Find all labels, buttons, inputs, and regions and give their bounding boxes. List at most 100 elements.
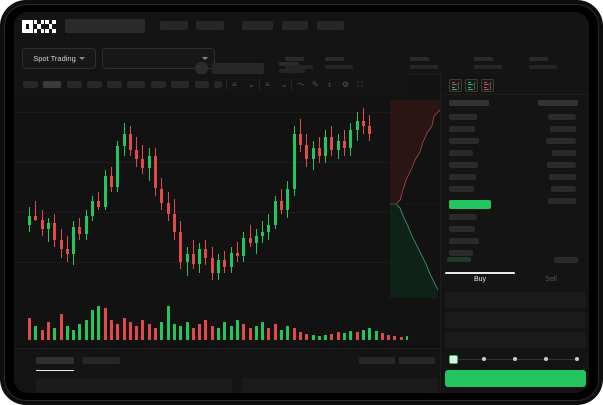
orderbook-bid-row[interactable]: [548, 198, 576, 204]
slider-stop-50[interactable]: [513, 356, 517, 361]
orderbook-ask-row[interactable]: [449, 126, 475, 132]
line-style-icon[interactable]: 〜: [297, 80, 305, 89]
timeframe-5[interactable]: [107, 81, 122, 88]
orderbook-ask-row[interactable]: [449, 174, 476, 180]
slider-stop-100[interactable]: [575, 356, 579, 361]
orderbook-bid-row[interactable]: [551, 186, 576, 192]
candle-body: [280, 201, 283, 211]
timeframe-3[interactable]: [67, 81, 82, 88]
nav-item-1[interactable]: [160, 21, 188, 30]
orderbook-bid-row[interactable]: [449, 214, 477, 220]
orderbook-view-asks-icon[interactable]: [481, 79, 494, 92]
price-input[interactable]: [445, 292, 586, 308]
candle-body: [349, 129, 353, 149]
trading-pair-selector[interactable]: [102, 48, 215, 69]
chevron-down-icon-2[interactable]: ⌄: [281, 80, 288, 89]
nav-item-5[interactable]: [317, 21, 344, 30]
orderbook-bid-row[interactable]: [548, 114, 576, 120]
candle-body: [78, 226, 82, 235]
orderbook-bid-row[interactable]: [449, 226, 475, 232]
orderbook-ask-row[interactable]: [449, 186, 474, 192]
orders-tab-history[interactable]: [82, 357, 120, 364]
total-input[interactable]: [445, 332, 586, 348]
amount-percent-slider[interactable]: [449, 355, 582, 364]
orderbook-bid-row[interactable]: [552, 150, 576, 156]
orderbook-bid-row[interactable]: [550, 126, 576, 132]
volume-bar: [97, 306, 101, 340]
gear-icon[interactable]: ⚙: [342, 80, 350, 89]
candle-wick: [35, 201, 37, 222]
timeframe-1[interactable]: [23, 81, 38, 88]
candle-body: [261, 232, 265, 237]
stat-24h-turnover: [529, 57, 557, 69]
timeframe-9[interactable]: [195, 81, 209, 88]
orderbook-bid-row[interactable]: [546, 138, 576, 144]
orderbook-bid-row[interactable]: [547, 162, 576, 168]
pencil-icon[interactable]: ✎: [312, 80, 319, 89]
tab-sell[interactable]: Sell: [545, 276, 557, 283]
timeframe-6[interactable]: [127, 81, 145, 88]
slider-handle[interactable]: [449, 355, 458, 364]
trading-mode-selector[interactable]: Spot Trading: [22, 48, 96, 69]
orderbook-bid-row[interactable]: [549, 174, 576, 180]
indicators-label-icon[interactable]: ≡: [232, 80, 237, 89]
orderbook-ask-row[interactable]: [449, 114, 477, 120]
orders-action-1[interactable]: [359, 357, 395, 364]
candle-body: [97, 201, 101, 207]
form-settings-skeleton[interactable]: [554, 257, 578, 263]
volume-bar: [267, 328, 271, 340]
orderbook-ask-row[interactable]: [449, 162, 478, 168]
okx-logo-k: [33, 20, 45, 33]
volume-bar: [336, 332, 340, 340]
orderbook-bid-row[interactable]: [449, 250, 473, 256]
submit-order-button[interactable]: [445, 370, 586, 387]
volume-bar: [261, 322, 265, 340]
volume-bar: [78, 324, 82, 340]
candle-body: [223, 259, 227, 268]
candle-wick: [192, 239, 194, 269]
volume-bar: [235, 320, 239, 340]
candlestick-chart[interactable]: [14, 94, 408, 294]
orderbook-ask-row[interactable]: [449, 150, 473, 156]
candle-wick: [249, 225, 251, 248]
orders-action-2[interactable]: [399, 357, 435, 364]
candle-body: [40, 219, 44, 229]
orderbook-view-both-icon[interactable]: [449, 79, 462, 92]
order-form: Buy Sell: [441, 254, 589, 393]
orderbook-ask-row[interactable]: [449, 138, 479, 144]
candle-body: [292, 133, 296, 189]
volume-bar: [248, 328, 252, 340]
okx-logo[interactable]: [22, 20, 56, 33]
nav-item-4[interactable]: [282, 21, 308, 30]
search-input[interactable]: [65, 19, 145, 33]
timeframe-10[interactable]: [214, 81, 222, 88]
candle-wick: [66, 236, 68, 262]
slider-stop-25[interactable]: [482, 356, 486, 361]
amount-input[interactable]: [445, 312, 586, 328]
nav-item-2[interactable]: [196, 21, 224, 30]
chevron-down-icon: [202, 57, 208, 60]
timeframe-4[interactable]: [87, 81, 102, 88]
pair-name-skeleton: [212, 63, 264, 74]
timeframe-7[interactable]: [151, 81, 166, 88]
orderbook-col-header-amount[interactable]: [538, 100, 578, 106]
candle-body: [336, 140, 340, 151]
candle-wick: [281, 188, 282, 215]
timeframe-8[interactable]: [171, 81, 189, 88]
orderbook-bid-row[interactable]: [449, 238, 479, 244]
last-price-fiat-skeleton: [279, 69, 305, 73]
orderbook-col-header-price[interactable]: [449, 100, 489, 106]
candle-body: [254, 236, 258, 244]
orderbook-view-bids-icon[interactable]: [465, 79, 478, 92]
camera-icon[interactable]: ⌽: [327, 80, 332, 89]
volume-bar: [355, 332, 359, 340]
volume-bar: [166, 306, 170, 340]
orders-tab-open[interactable]: [36, 357, 74, 364]
chevron-down-icon-1[interactable]: ⌄: [248, 80, 255, 89]
slider-stop-75[interactable]: [544, 356, 548, 361]
tab-buy[interactable]: Buy: [473, 276, 487, 283]
timeframe-2[interactable]: [43, 81, 61, 88]
fullscreen-icon[interactable]: ⛶: [357, 80, 363, 89]
nav-item-3[interactable]: [242, 21, 273, 30]
drawing-label-icon[interactable]: ≡: [265, 80, 270, 89]
